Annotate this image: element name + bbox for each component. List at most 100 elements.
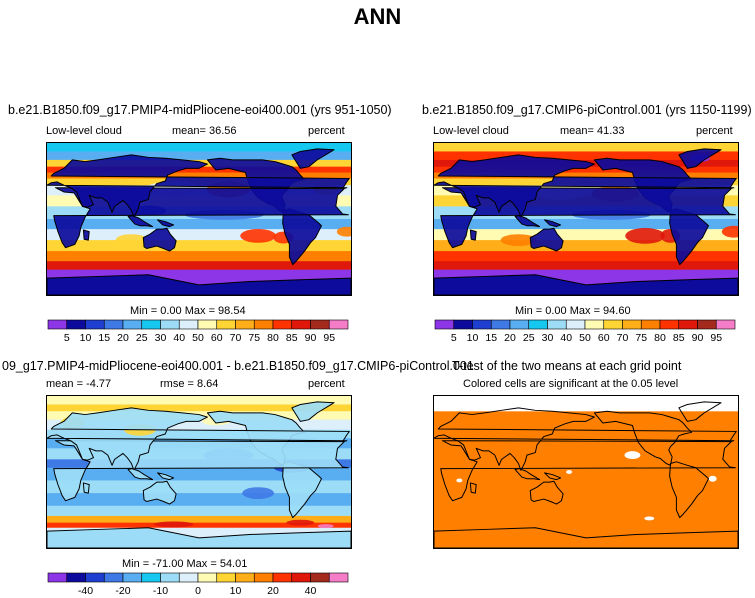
colorbar-box bbox=[453, 319, 473, 330]
field-patch bbox=[115, 234, 148, 247]
coastline bbox=[142, 480, 177, 505]
polar-blank bbox=[434, 396, 738, 412]
field-band bbox=[434, 143, 738, 152]
colorbar-box bbox=[472, 319, 492, 330]
field-band bbox=[47, 219, 351, 230]
coastline bbox=[678, 148, 722, 169]
colorbar-box bbox=[528, 319, 548, 330]
field-band bbox=[434, 151, 738, 161]
colorbar-box bbox=[160, 319, 180, 330]
colorbar-label: 0 bbox=[195, 585, 201, 597]
coastline bbox=[669, 461, 709, 519]
panel-ttest-subtitle: Colored cells are significant at the 0.0… bbox=[463, 378, 679, 390]
colorbar-box bbox=[509, 319, 530, 330]
insignificant-cell bbox=[566, 470, 573, 474]
colorbar-box bbox=[434, 319, 455, 330]
colorbar-label: -20 bbox=[115, 585, 130, 597]
coastline bbox=[593, 410, 693, 466]
coastline bbox=[291, 401, 335, 422]
colorbar-label: 75 bbox=[248, 332, 260, 344]
colorbar-label: 15 bbox=[98, 332, 110, 344]
colorbar-box bbox=[697, 319, 717, 330]
coastline bbox=[544, 472, 562, 481]
colorbar-label: 60 bbox=[598, 332, 610, 344]
field-band bbox=[47, 229, 351, 241]
panel-case-title: b.e21.B1850.f09_g17.PMIP4-midPliocene-eo… bbox=[8, 103, 392, 117]
panel-case-minmax: Min = 0.00 Max = 98.54 bbox=[130, 305, 246, 317]
colorbar-label: 50 bbox=[192, 332, 204, 344]
field-band bbox=[434, 219, 738, 230]
coastline bbox=[678, 401, 722, 422]
field-band bbox=[47, 166, 351, 174]
colorbar-box bbox=[272, 572, 293, 583]
panel-difference-title: 09_g17.PMIP4-midPliocene-eoi400.001 - b.… bbox=[2, 359, 474, 373]
colorbar-label: 70 bbox=[617, 332, 629, 344]
panel-control-units: percent bbox=[696, 125, 733, 137]
colorbar-label: 30 bbox=[542, 332, 554, 344]
colorbar-box bbox=[310, 319, 330, 330]
field-band bbox=[47, 151, 351, 161]
colorbar-box bbox=[584, 319, 605, 330]
panel-case-variable: Low-level cloud bbox=[46, 125, 122, 137]
field-band bbox=[47, 396, 351, 405]
colorbar-label: 20 bbox=[117, 332, 129, 344]
colorbar-label: -10 bbox=[153, 585, 168, 597]
colorbar-box bbox=[85, 319, 105, 330]
colorbar-label: 40 bbox=[173, 332, 185, 344]
colorbar-box bbox=[565, 319, 586, 330]
colorbar-label: 85 bbox=[286, 332, 298, 344]
map-case bbox=[46, 142, 352, 296]
coastline bbox=[469, 229, 477, 241]
field-band bbox=[47, 522, 351, 529]
coastline bbox=[157, 219, 175, 228]
field-patch bbox=[286, 519, 315, 526]
insignificant-cell bbox=[708, 475, 717, 482]
colorbar-box bbox=[490, 319, 511, 330]
field-band bbox=[434, 229, 738, 241]
colorbar-box bbox=[141, 319, 161, 330]
coastline bbox=[82, 482, 90, 494]
colorbar-box bbox=[66, 319, 86, 330]
field-band bbox=[47, 404, 351, 412]
coastline bbox=[127, 215, 154, 228]
colorbar-case: 5 10 15 20 25 30 40 50 60 70 75 80 85 90 95 bbox=[47, 319, 349, 344]
field-band bbox=[47, 505, 351, 517]
colorbar-box bbox=[235, 572, 255, 583]
field-band bbox=[434, 240, 738, 252]
coastline bbox=[434, 407, 737, 471]
colorbar-label: 5 bbox=[64, 332, 70, 344]
colorbar-box bbox=[640, 319, 661, 330]
significance-fill bbox=[434, 411, 738, 548]
coastline bbox=[469, 482, 477, 494]
field-patch bbox=[242, 487, 275, 500]
colorbar-box bbox=[216, 319, 236, 330]
colorbar-box bbox=[197, 319, 218, 330]
field-band bbox=[47, 480, 351, 494]
colorbar-label: 25 bbox=[523, 332, 535, 344]
field-band bbox=[47, 240, 351, 252]
colorbar-box bbox=[197, 572, 218, 583]
panel-ttest-title: T-test of the two means at each grid poi… bbox=[452, 359, 682, 373]
field-band bbox=[47, 251, 351, 262]
colorbar-box bbox=[47, 572, 68, 583]
field-patch bbox=[317, 524, 334, 529]
colorbar-box bbox=[272, 319, 293, 330]
colorbar-label: 90 bbox=[305, 332, 317, 344]
coastline bbox=[47, 154, 350, 218]
colorbar-box bbox=[47, 319, 68, 330]
colorbar-box bbox=[547, 319, 567, 330]
coastline bbox=[291, 148, 335, 169]
colorbar-label: 80 bbox=[654, 332, 666, 344]
panel-difference-units: percent bbox=[308, 378, 345, 390]
colorbar-difference: -40 -20 -10 0 10 20 40 bbox=[47, 572, 349, 597]
colorbar-label: 20 bbox=[267, 585, 279, 597]
colorbar-label: 10 bbox=[467, 332, 479, 344]
colorbar-box bbox=[103, 572, 124, 583]
colorbar-label: 25 bbox=[136, 332, 148, 344]
colorbar-label: 10 bbox=[80, 332, 92, 344]
colorbar-box bbox=[659, 319, 680, 330]
coastline bbox=[47, 274, 351, 295]
coastline bbox=[47, 407, 350, 471]
field-band bbox=[434, 261, 738, 271]
field-patch bbox=[336, 226, 351, 237]
